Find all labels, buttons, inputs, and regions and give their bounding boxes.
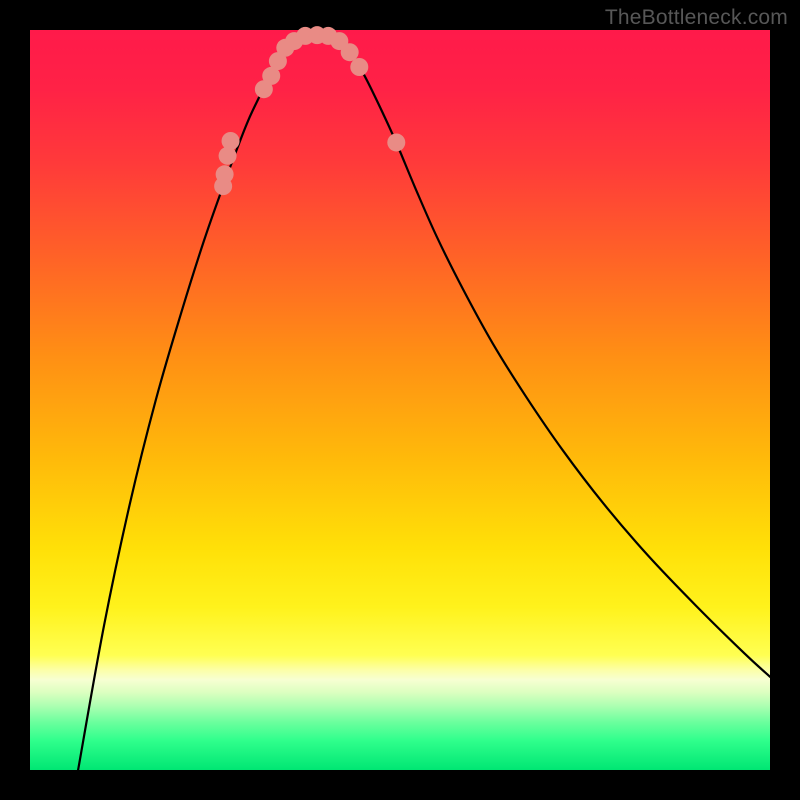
bottleneck-curve bbox=[78, 33, 770, 770]
watermark-text: TheBottleneck.com bbox=[605, 6, 788, 30]
curve-markers bbox=[214, 26, 405, 195]
curve-marker bbox=[387, 133, 405, 151]
curve-marker bbox=[222, 132, 240, 150]
plot-area bbox=[30, 30, 770, 770]
curve-marker bbox=[216, 165, 234, 183]
curve-layer bbox=[30, 30, 770, 770]
curve-marker bbox=[341, 43, 359, 61]
curve-marker bbox=[219, 147, 237, 165]
curve-marker bbox=[350, 58, 368, 76]
